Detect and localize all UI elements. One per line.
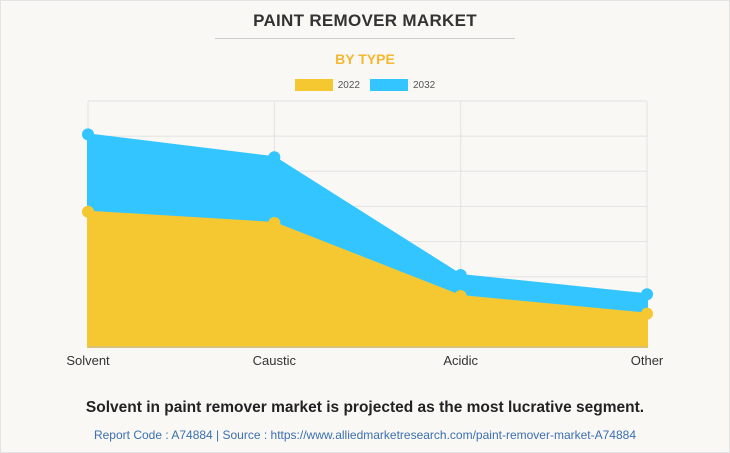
data-point-2032-caustic[interactable] xyxy=(268,151,281,164)
legend-swatch-2032 xyxy=(370,79,408,91)
source-line: Report Code : A74884 | Source : https://… xyxy=(93,428,637,442)
data-point-2032-solvent[interactable] xyxy=(82,128,94,141)
x-tick-label-solvent: Solvent xyxy=(66,353,110,368)
data-point-2032-other[interactable] xyxy=(641,288,653,301)
legend-item-2032[interactable]: 2032 xyxy=(370,79,435,91)
data-point-2022-caustic[interactable] xyxy=(268,216,281,229)
x-tick-label-acidic: Acidic xyxy=(443,353,478,368)
area-layer xyxy=(87,133,648,348)
x-tick-label-caustic: Caustic xyxy=(253,353,297,368)
chart-title: PAINT REMOVER MARKET xyxy=(253,11,477,30)
data-point-2032-acidic[interactable] xyxy=(454,268,467,281)
data-point-2022-solvent[interactable] xyxy=(82,205,94,218)
point-layer xyxy=(82,128,653,320)
legend-swatch-2022 xyxy=(294,79,333,91)
axis-layer: Solvent Caustic Acidic Other xyxy=(66,346,664,368)
legend-label-2022: 2022 xyxy=(337,79,360,91)
chart-subtitle: BY TYPE xyxy=(335,51,395,67)
footer-headline: Solvent in paint remover market is proje… xyxy=(85,399,645,416)
legend-label-2032: 2032 xyxy=(413,79,436,91)
data-point-2022-other[interactable] xyxy=(641,307,653,320)
x-tick-label-other: Other xyxy=(631,353,664,368)
legend-item-2022[interactable]: 2022 xyxy=(294,79,360,91)
title-divider xyxy=(215,38,515,39)
data-point-2022-acidic[interactable] xyxy=(454,290,467,303)
chart-legend: 2022 2032 xyxy=(0,79,730,91)
